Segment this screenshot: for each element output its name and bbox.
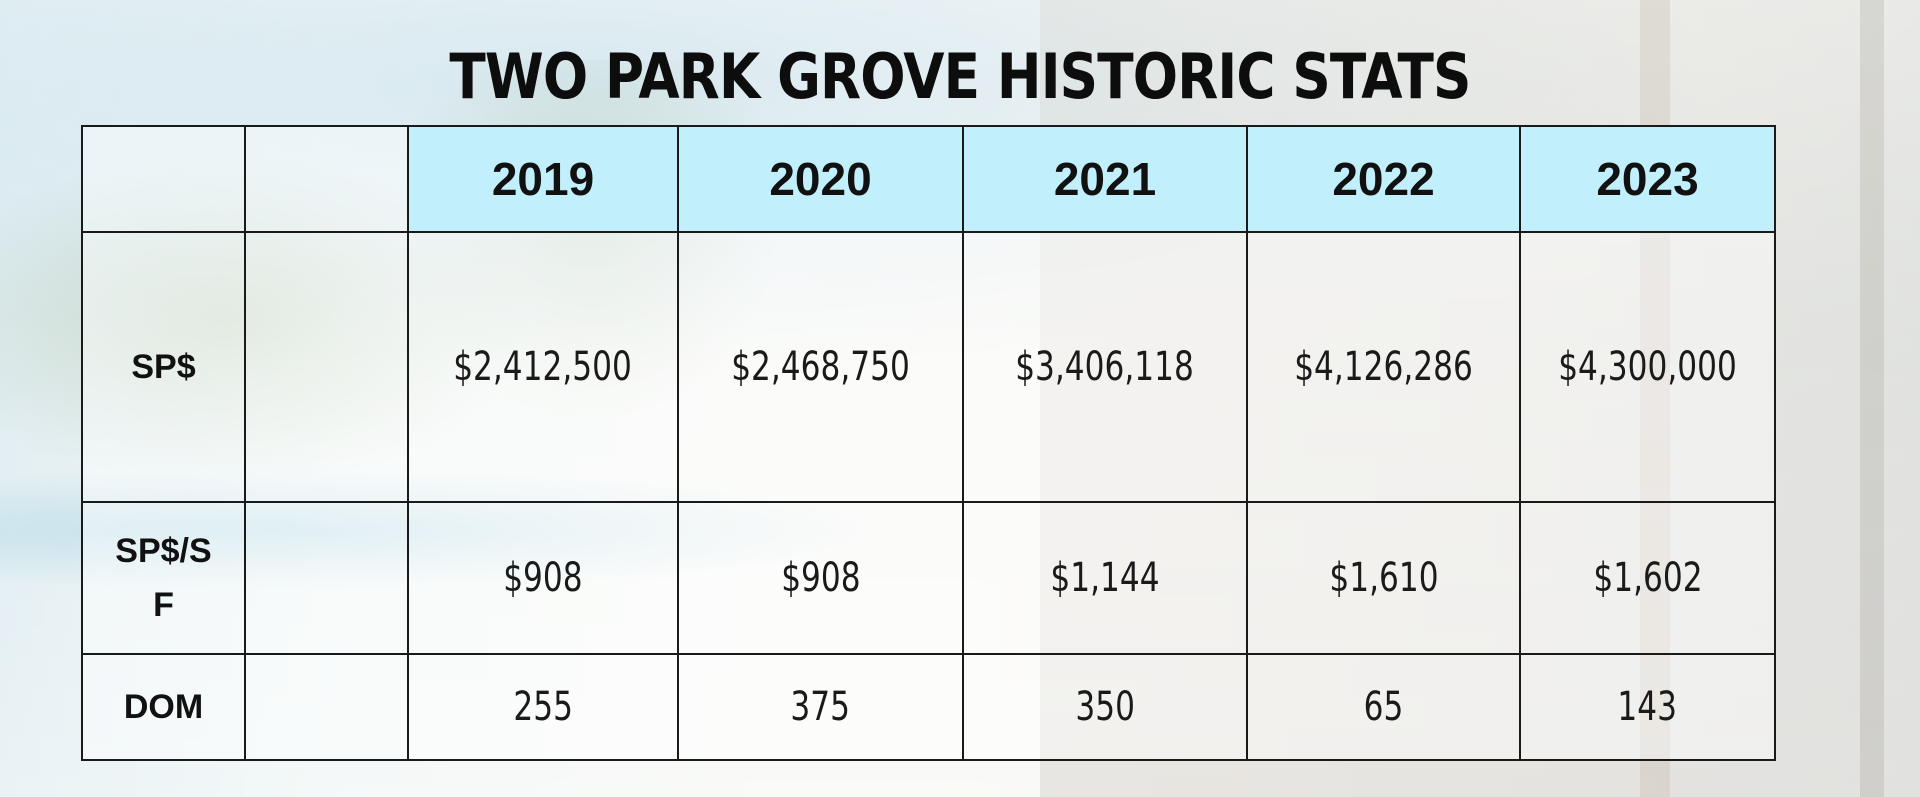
- value-cell: $1,610: [1246, 501, 1521, 655]
- value-cell: $2,412,500: [407, 231, 679, 503]
- empty-cell: [244, 501, 409, 655]
- value-cell: $1,602: [1519, 501, 1776, 655]
- value-cell: 255: [407, 653, 679, 761]
- value-cell: $908: [677, 501, 964, 655]
- table-row-days-on-market: DOM 255 375 350 65 143: [81, 653, 1776, 761]
- row-label-sale-price: SP$: [81, 231, 246, 503]
- row-label-days-on-market: DOM: [81, 653, 246, 761]
- page-title: TWO PARK GROVE HISTORIC STATS: [449, 40, 1471, 113]
- header-empty-cell: [81, 125, 246, 233]
- value-cell: $4,300,000: [1519, 231, 1776, 503]
- year-header-2020: 2020: [677, 125, 964, 233]
- empty-cell: [244, 231, 409, 503]
- value-cell: $908: [407, 501, 679, 655]
- value-cell: $1,144: [962, 501, 1248, 655]
- background-photo-column-right: [1860, 0, 1884, 797]
- value-cell: 375: [677, 653, 964, 761]
- value-cell: 143: [1519, 653, 1776, 761]
- row-label-price-per-sqft: SP$/S F: [81, 501, 246, 655]
- value-cell: $3,406,118: [962, 231, 1248, 503]
- year-header-2022: 2022: [1246, 125, 1521, 233]
- value-cell: $2,468,750: [677, 231, 964, 503]
- table-row-price-per-sqft: SP$/S F $908 $908 $1,144 $1,610 $1,602: [81, 501, 1776, 655]
- header-empty-cell: [244, 125, 409, 233]
- table-row-sale-price: SP$ $2,412,500 $2,468,750 $3,406,118 $4,…: [81, 231, 1776, 503]
- year-header-2023: 2023: [1519, 125, 1776, 233]
- year-header-2021: 2021: [962, 125, 1248, 233]
- stats-table: 2019 2020 2021 2022 2023 SP$ $2,412,500 …: [81, 125, 1776, 761]
- header-row: 2019 2020 2021 2022 2023: [81, 125, 1776, 233]
- year-header-2019: 2019: [407, 125, 679, 233]
- empty-cell: [244, 653, 409, 761]
- value-cell: 350: [962, 653, 1248, 761]
- value-cell: 65: [1246, 653, 1521, 761]
- value-cell: $4,126,286: [1246, 231, 1521, 503]
